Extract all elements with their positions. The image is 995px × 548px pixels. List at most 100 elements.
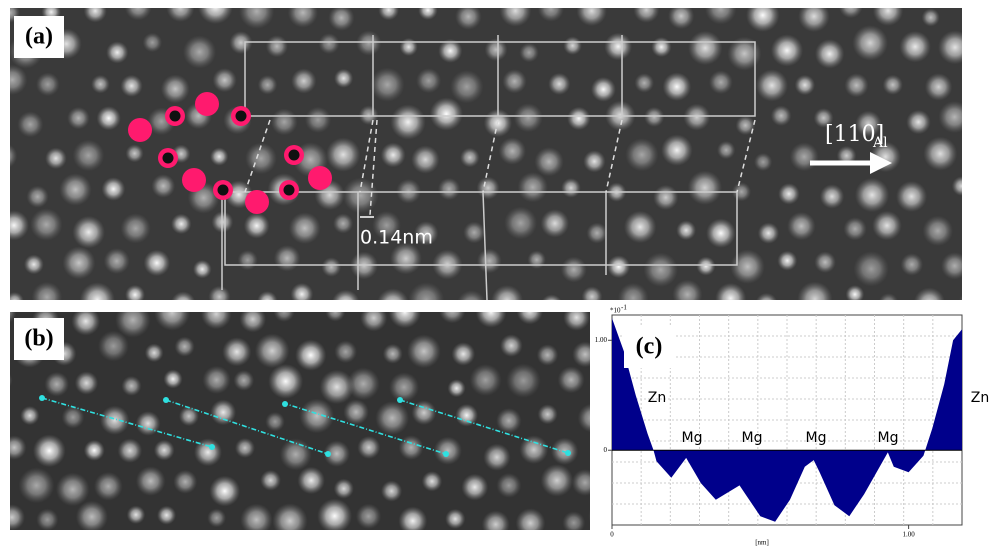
atom-blob [500, 334, 523, 357]
atom-blob [75, 371, 98, 394]
atom-blob [326, 137, 360, 171]
atom-blob [663, 72, 692, 101]
atom-blob [558, 366, 585, 393]
atom-marker [195, 92, 219, 116]
atom-marker [182, 168, 206, 192]
peak-label: Mg [878, 430, 899, 446]
atom-blob [72, 216, 105, 249]
atom-blob [504, 207, 537, 240]
atom-blob [347, 367, 380, 400]
atom-blob [257, 291, 278, 312]
atom-blob [291, 283, 314, 306]
atom-blob [240, 504, 272, 536]
atom-blob [233, 370, 254, 391]
atom-blob [84, 0, 107, 22]
atom-blob [672, 280, 702, 310]
atom-blob [717, 141, 735, 159]
atom-blob [496, 408, 521, 433]
atom-blob [265, 412, 285, 432]
atom-blob [319, 33, 340, 54]
atom-blob [855, 178, 889, 212]
atom-blob [989, 259, 995, 279]
atom-blob [624, 211, 656, 243]
atom-blob [477, 249, 502, 274]
atom-blob [476, 297, 507, 328]
atom-blob [235, 438, 255, 458]
atom-blob [416, 68, 441, 93]
atom-blob [541, 540, 570, 548]
atom-blob [452, 342, 476, 366]
atom-blob [399, 435, 424, 460]
atom-blob [518, 172, 548, 202]
atom-blob [625, 138, 658, 171]
peak-label: Mg [682, 430, 703, 446]
atom-blob [968, 73, 988, 93]
atom-core [289, 150, 300, 161]
atom-blob [407, 334, 441, 368]
panel-label: (a) [25, 24, 53, 50]
atom-blob [771, 34, 803, 66]
atom-blob [798, 1, 829, 32]
atom-blob [272, 503, 307, 538]
atom-marker [128, 118, 152, 142]
atom-blob [369, 532, 402, 548]
atom-blob [477, 177, 500, 200]
atom-blob [321, 257, 341, 277]
atom-blob [541, 464, 574, 497]
atom-blob [175, 337, 195, 357]
atom-blob [389, 372, 419, 402]
atom-blob [144, 541, 164, 548]
atom-blob [583, 150, 605, 172]
panel-label: (c) [636, 334, 663, 360]
atom-blob [120, 75, 142, 97]
atom-blob [334, 69, 353, 88]
atom-blob [44, 372, 69, 397]
atom-blob [923, 137, 957, 171]
atom-blob [26, 186, 48, 208]
atom-blob [506, 363, 540, 397]
atom-blob [56, 473, 90, 507]
atom-marker [245, 190, 269, 214]
atom-blob [102, 177, 126, 201]
atom-blob [359, 105, 379, 125]
atom-blob [212, 532, 246, 548]
atom-blob [706, 218, 735, 247]
atom-blob [161, 74, 190, 103]
atom-blob [274, 245, 300, 271]
atom-blob [222, 337, 251, 366]
atom-blob [244, 213, 270, 239]
atom-blob [175, 536, 206, 548]
atom-blob [193, 260, 212, 279]
atom-blob [289, 212, 321, 244]
atom-blob [519, 435, 548, 464]
atom-blob [343, 178, 379, 214]
panel-label: (b) [24, 326, 53, 352]
atom-blob [136, 411, 161, 436]
atom-blob [430, 97, 463, 130]
atom-blob [668, 3, 694, 29]
atom-blob [36, 509, 58, 531]
atom-blob [99, 537, 129, 548]
atom-blob [5, 292, 24, 311]
atom-blob [360, 304, 387, 331]
atom-core [236, 111, 247, 122]
atom-blob [400, 38, 418, 56]
atom-blob [418, 0, 437, 19]
atom-blob [334, 340, 357, 363]
atom-blob [45, 148, 67, 170]
atom-blob [482, 510, 510, 538]
atom-blob [938, 30, 972, 64]
atom-marker [308, 166, 332, 190]
atom-blob [901, 253, 923, 275]
atom-blob [591, 77, 616, 102]
atom-blob [357, 436, 380, 459]
atom-blob [375, 401, 409, 435]
x-axis-label: [nm] [755, 539, 769, 547]
atom-blob [121, 213, 151, 243]
atom-blob [63, 246, 96, 279]
atom-blob [209, 476, 240, 507]
atom-blob [563, 36, 582, 55]
atom-blob [938, 101, 970, 133]
atom-blob [213, 68, 237, 92]
atom-blob [634, 73, 654, 93]
